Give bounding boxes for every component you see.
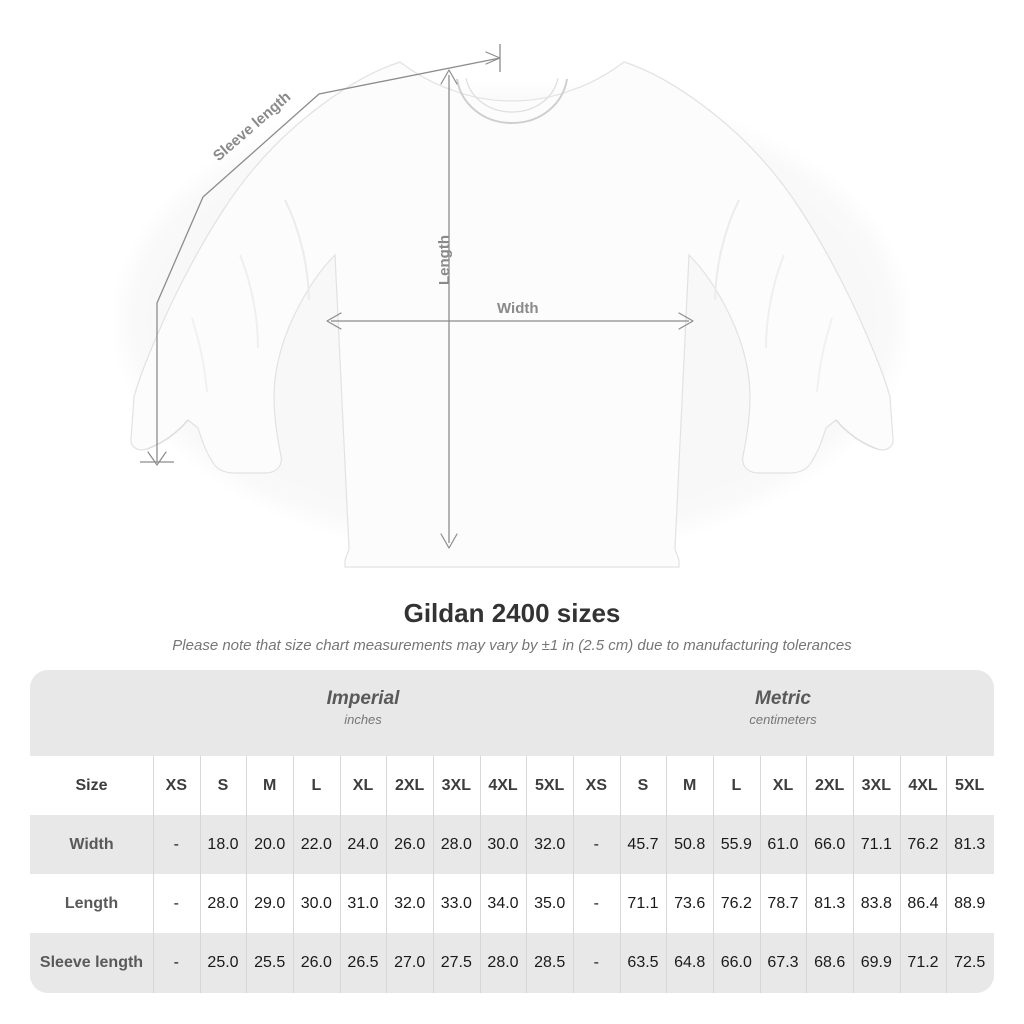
svg-text:Width: Width	[497, 300, 539, 317]
svg-text:Length: Length	[436, 235, 453, 285]
